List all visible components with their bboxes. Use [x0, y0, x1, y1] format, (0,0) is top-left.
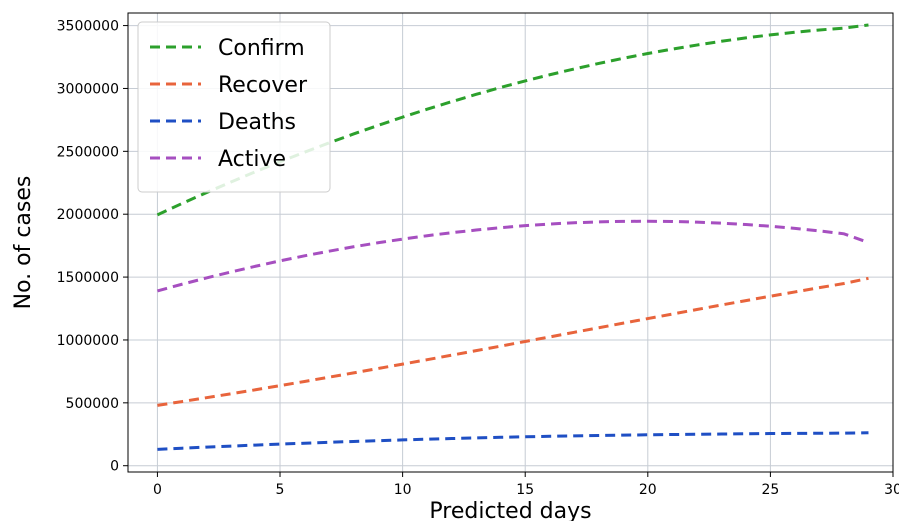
y-tick-label: 3000000	[57, 81, 119, 97]
series-line-deaths	[157, 431, 869, 451]
y-tick-label: 0	[110, 459, 119, 475]
x-tick-label: 25	[761, 482, 779, 498]
series-line-active	[157, 219, 869, 293]
series-line-recover	[157, 276, 869, 407]
legend-label: Active	[218, 147, 286, 172]
legend: Confirm Recover Deaths Active	[137, 21, 331, 193]
legend-label: Confirm	[218, 36, 305, 61]
x-tick-label: 20	[639, 482, 657, 498]
x-tick-label: 15	[516, 482, 534, 498]
y-tick-label: 2000000	[57, 207, 119, 223]
x-tick-label: 30	[884, 482, 899, 498]
plot-border	[127, 12, 894, 473]
legend-label: Recover	[218, 73, 308, 98]
x-axis-title: Predicted days	[429, 499, 591, 521]
y-tick-label: 1500000	[57, 270, 119, 286]
legend-box	[137, 21, 331, 193]
x-tick-label: 10	[394, 482, 412, 498]
y-axis-title: No. of cases	[11, 176, 36, 310]
x-tick-label: 0	[153, 482, 162, 498]
y-tick-label: 3500000	[57, 19, 119, 35]
axes: 0 5 10 15 20 25 30 0 500000 1000000 1500000 2000000…	[57, 12, 899, 498]
y-tick-label: 500000	[66, 396, 119, 412]
x-tick-label: 5	[276, 482, 285, 498]
y-tick-label: 2500000	[57, 144, 119, 160]
y-tick-label: 1000000	[57, 333, 119, 349]
legend-label: Deaths	[218, 110, 296, 135]
